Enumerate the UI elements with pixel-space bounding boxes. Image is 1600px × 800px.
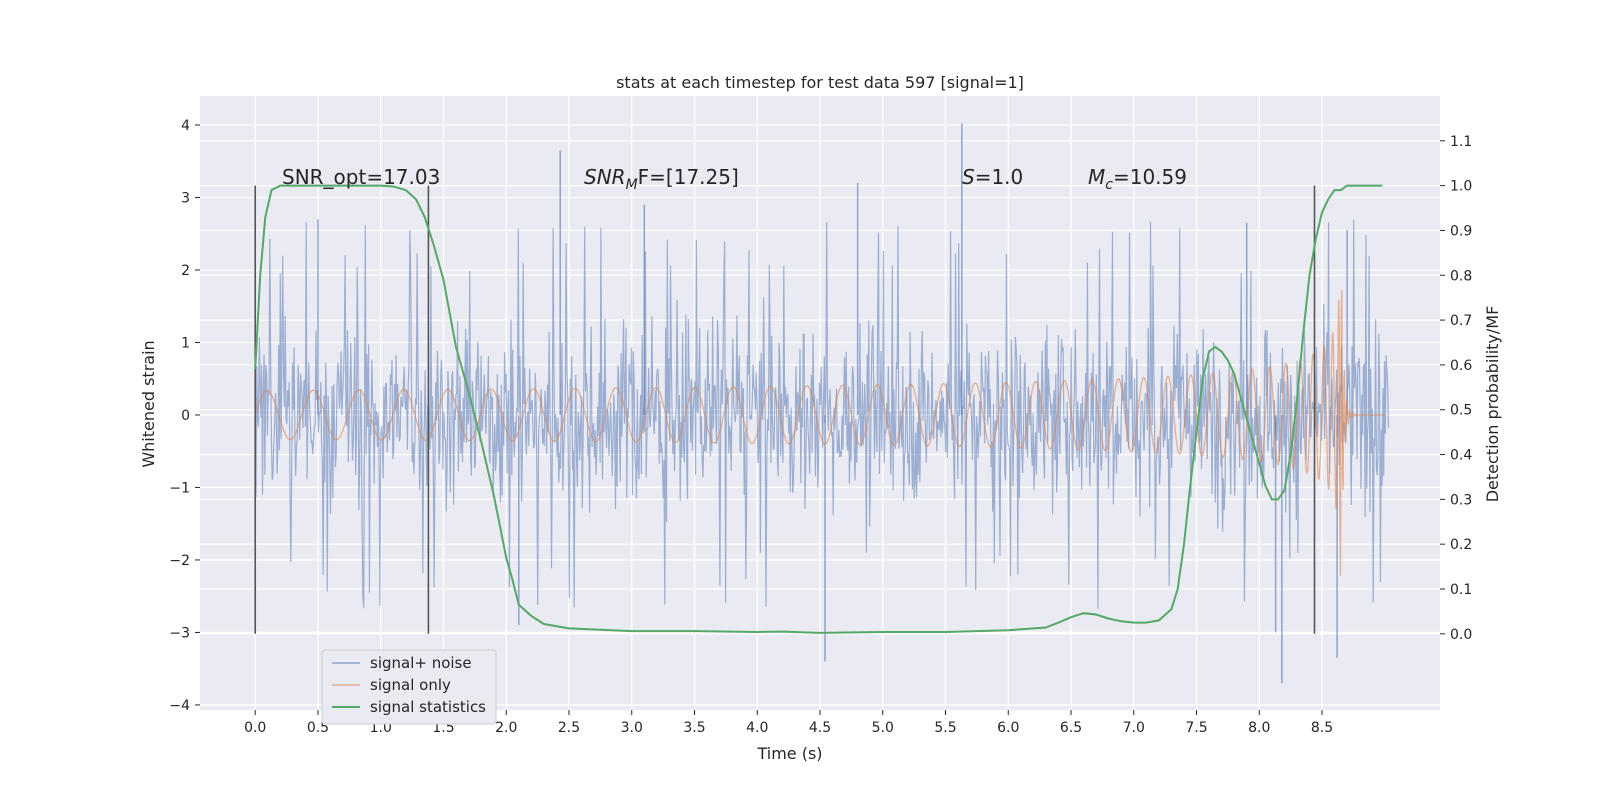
x-tick-label: 7.5	[1185, 720, 1207, 736]
signal-noise-trace	[254, 219, 1390, 609]
y2-tick-label: 0.5	[1450, 403, 1472, 419]
x-axis-label: Time (s)	[756, 744, 822, 763]
legend-label-signal-noise: signal+ noise	[370, 654, 472, 672]
y-axis-label: Whitened strain	[139, 340, 158, 467]
x-tick-label: 2.0	[495, 720, 517, 736]
y-tick-label: −4	[169, 698, 190, 714]
x-tick-label: 4.0	[746, 720, 768, 736]
x-tick-label: 5.0	[872, 720, 894, 736]
x-tick-label: 2.5	[558, 720, 580, 736]
x-tick-label: 3.0	[621, 720, 643, 736]
legend-label-signal-statistics: signal statistics	[370, 698, 486, 716]
y2-tick-label: 1.0	[1450, 179, 1472, 195]
y2-tick-label: 0.1	[1450, 582, 1472, 598]
y2-tick-label: 0.6	[1450, 358, 1472, 374]
chart-title: stats at each timestep for test data 597…	[616, 73, 1024, 92]
y-tick-label: −1	[169, 480, 190, 496]
legend-label-signal-only: signal only	[370, 676, 451, 694]
signal-noise-series	[254, 123, 1390, 684]
x-tick-label: 6.0	[997, 720, 1019, 736]
x-tick-label: 8.0	[1248, 720, 1270, 736]
y2-axis-label: Detection probability/MF	[1483, 306, 1502, 503]
vertical-markers	[254, 185, 1316, 634]
x-tick-label: 3.5	[683, 720, 705, 736]
legend-box	[321, 649, 497, 725]
y-tick-label: −2	[169, 553, 190, 569]
legend: signal+ noise signal only signal statist…	[321, 649, 497, 725]
annotation-mc: Mc=10.59	[1088, 165, 1187, 193]
x-tick-label: 5.5	[934, 720, 956, 736]
x-tick-label: 0.0	[244, 720, 266, 736]
y-tick-label: 1	[181, 335, 190, 351]
y2-tick-label: 0.7	[1450, 313, 1472, 329]
y2-tick-label: 1.1	[1450, 134, 1472, 150]
signal-only-series	[254, 289, 1385, 576]
y-tick-label: 2	[181, 263, 190, 279]
y2-tick-label: 0.8	[1450, 268, 1472, 284]
x-tick-label: 6.5	[1060, 720, 1082, 736]
y2-tick-label: 0.9	[1450, 223, 1472, 239]
annotation-snr-opt: SNR_opt=17.03	[282, 165, 440, 189]
y-tick-label: 4	[181, 118, 190, 134]
x-axis-ticks: 0.0 0.5 1.0 1.5 2.0 2.5 3.0 3.5 4.0 4.5 5.0 5.5 6.0 6…	[244, 710, 1333, 736]
signal-only-trace	[254, 289, 1385, 576]
x-tick-label: 4.5	[809, 720, 831, 736]
y2-tick-label: 0.2	[1450, 537, 1472, 553]
x-tick-label: 7.0	[1123, 720, 1145, 736]
y2-tick-label: 0.3	[1450, 492, 1472, 508]
signal-statistics-line	[254, 184, 1383, 634]
x-tick-label: 8.5	[1311, 720, 1333, 736]
y-tick-label: 0	[181, 408, 190, 424]
annotation-s: S=1.0	[962, 165, 1023, 189]
y-tick-label: 3	[181, 190, 190, 206]
y2-axis-ticks: 1.1 1.0 0.9 0.8 0.7 0.6 0.5 0.4 0.3 0.2 0.1 0.0	[1440, 134, 1472, 643]
y-axis-ticks: 4 3 2 1 0 −1 −2 −3 −4	[169, 118, 200, 714]
y2-tick-label: 0.4	[1450, 448, 1472, 464]
annotation-snr-mf: SNRMF=[17.25]	[584, 165, 739, 193]
y-tick-label: −3	[169, 625, 190, 641]
y2-tick-label: 0.0	[1450, 627, 1472, 643]
